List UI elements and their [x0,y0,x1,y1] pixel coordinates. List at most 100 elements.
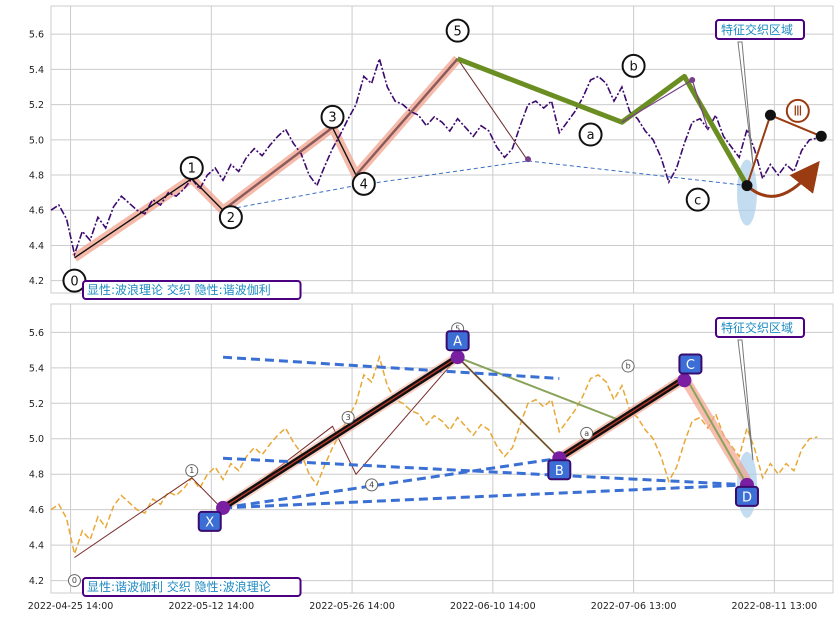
wave-label-circle [621,359,635,373]
harmonic-leg-core [222,356,458,509]
wave-label-text: 4 [369,480,374,489]
wave-label-text: b [626,362,631,371]
y-tick-label: 4.4 [29,541,44,552]
y-tick-label: 5.2 [29,100,44,111]
top-y-tick-labels: 4.2 4.4 4.6 4.8 5.0 5.2 5.4 5.6 [29,30,44,288]
wave-label: c [685,187,710,212]
wave-label-text: 1 [188,162,196,177]
wave-label: 4 [351,171,376,196]
wave-label-circle [351,171,376,196]
caption-frame [82,577,302,597]
bottom-chart-content: 0 1 3 4 5 a b X A B C D 显性:谐波伽利 交织 隐性:波浪理论 特征交织区域 [50,317,818,597]
wave-label-circle [67,574,81,588]
top-chart-content: 0 1 2 3 4 5 a b c Ⅲ 显性:波浪理论 交织 隐性:谐波伽利 特征交织区域 [50,18,827,300]
x-tick-label: 2022-06-10 14:00 [450,601,536,612]
bottom-y-tick-labels: 4.2 4.4 4.6 4.8 5.0 5.2 5.4 5.6 [29,328,44,587]
projection-line [770,114,822,138]
harmonic-leg-thin [457,356,560,459]
wave-label-circle [785,98,810,123]
bottom-grid [51,304,833,593]
wave-label-circle [685,187,710,212]
x-tick-label: 2022-04-25 14:00 [28,601,114,612]
y-tick-label: 5.6 [29,30,44,41]
y-tick-label: 5.6 [29,328,44,339]
harmonic-point-box [445,330,470,352]
wave-label-circle [365,478,379,492]
wave-label-text: 1 [189,466,194,475]
wave-label-circle [578,122,603,147]
wave-label-text: Ⅲ [793,105,802,120]
zone-text: 特征交织区域 [721,320,793,335]
harmonic-point-box [197,510,222,532]
wave-label-circle [185,464,199,478]
wave-label-text: 0 [70,274,78,289]
harmonic-point-box [678,353,703,375]
retrace-line [457,58,529,162]
projection-dot [764,109,776,121]
wave-label: 4 [365,478,379,492]
y-tick-label: 4.2 [29,276,44,287]
harmonic-point-text: D [742,490,752,505]
harmonic-point-label: B [547,459,572,481]
wave-label-text: 0 [72,576,77,585]
wave-label-text: 3 [328,111,336,126]
x-tick-label: 2022-05-12 14:00 [169,601,255,612]
top-plot-area [50,5,834,294]
support-line [527,160,748,187]
y-tick-label: 4.6 [29,206,44,217]
point-c-dot [741,180,753,192]
y-tick-label: 4.8 [29,470,44,481]
wave-label: a [578,122,603,147]
y-tick-label: 4.6 [29,505,44,516]
wave-label-text: a [587,128,595,143]
wave-label-text: 3 [346,413,351,422]
y-tick-label: 5.0 [29,135,44,146]
y-tick-label: 4.8 [29,171,44,182]
harmonic-node-dot [677,373,692,388]
wave-label: 1 [179,155,204,180]
zone-frame [715,19,805,40]
y-tick-label: 5.0 [29,434,44,445]
wave-label-circle [580,426,594,440]
harmonic-node-dot [450,350,465,365]
target-dot [815,130,827,142]
harmonic-dashed-line [222,355,560,380]
top-grid [51,6,833,293]
wave-label-circle [341,410,355,424]
wave-label-circle [179,155,204,180]
caption-text: 显性:谐波伽利 交织 隐性:波浪理论 [87,579,271,594]
caption-frame [82,280,302,300]
x-tick-labels: 2022-04-25 14:00 2022-05-12 14:00 2022-05-… [28,601,817,612]
zone-text: 特征交织区域 [721,22,793,37]
y-tick-label: 4.4 [29,241,44,252]
corrective-zigzag [456,56,750,187]
harmonic-dashed-line [222,456,748,487]
wave-label: a [580,426,594,440]
wave-label-circle [320,104,345,129]
harmonic-dashed-line [222,456,560,510]
harmonic-point-label: D [734,485,759,507]
top-panel: 4.2 4.4 4.6 4.8 5.0 5.2 5.4 5.6 0 1 2 3 4 5 a b c Ⅲ 显性:波浪… [29,5,834,300]
harmonic-point-box [734,485,759,507]
wave-label-circle [218,205,243,230]
wave-overlay [222,126,334,212]
harmonic-point-label: C [678,353,703,375]
price-line [50,354,818,557]
wave-b-dot [689,76,696,83]
wave-label: Ⅲ [785,98,810,123]
harmonic-point-box [547,459,572,481]
wave-label-text: a [584,429,589,438]
harmonic-leg-core [558,377,685,459]
zone-pointer [737,339,754,461]
wave-label: 0 [67,574,81,588]
projection-line [746,114,772,186]
bottom-plot-area [50,303,834,594]
wave-label: 3 [341,410,355,424]
y-tick-label: 5.2 [29,399,44,410]
y-tick-label: 5.4 [29,363,44,374]
wave-label: 1 [185,464,199,478]
wave-label-text: c [694,193,701,208]
harmonic-point-text: A [453,335,462,350]
harmonic-point-text: C [686,358,695,373]
x-tick-label: 2022-07-06 13:00 [591,601,677,612]
